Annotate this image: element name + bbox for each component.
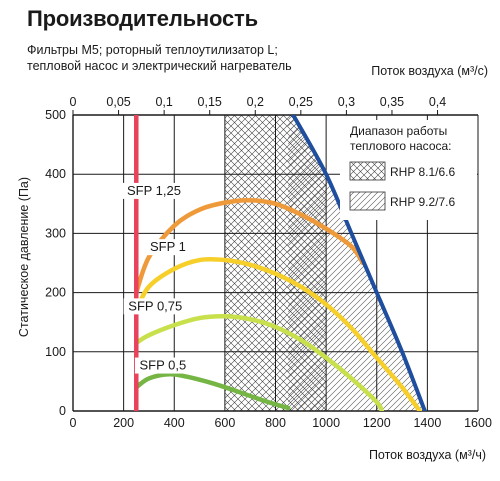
y-tick-label: 200 (45, 286, 66, 300)
series-label-3: SFP 0,75 (128, 298, 182, 313)
series-line-2 (134, 256, 423, 411)
series-label-bg (134, 357, 191, 374)
series-label-bg (147, 239, 189, 256)
bottom-axis-label: Поток воздуха (м³/ч) (368, 448, 486, 462)
legend-title-line-1: Диапазон работы (350, 124, 447, 138)
legend-swatch-diagonal (349, 191, 386, 211)
max-performance-line (291, 115, 427, 411)
y-tick-label: 100 (45, 345, 66, 359)
top-tick-label: 0,35 (380, 95, 404, 109)
chart-title: Производительность (27, 6, 258, 31)
x-tick-label: 200 (113, 416, 134, 430)
tick-labels: 0 0,05 0,1 0,15 0,2 0,25 0,3 0,35 0,4 0 200 400 600 8… (45, 95, 492, 430)
top-tick-label: 0,15 (198, 95, 222, 109)
subtitle-line-2: тепловой насос и электрический нагревате… (27, 59, 292, 73)
series-label-bg (122, 182, 186, 199)
top-tick-label: 0 (70, 95, 77, 109)
legend-title-line-2: теплового насоса: (350, 139, 452, 153)
top-tick-label: 0,1 (155, 95, 172, 109)
chart-subtitle: Фильтры M5; роторный теплоутилизатор L; … (27, 42, 292, 74)
top-tick-label: 0,25 (289, 95, 313, 109)
legend-item-2-label: RHP 9.2/7.6 (390, 195, 455, 209)
top-tick-label: 0,4 (429, 95, 446, 109)
y-tick-label: 300 (45, 226, 66, 240)
subtitle-line-1: Фильтры M5; роторный теплоутилизатор L; (27, 43, 278, 57)
top-tick-label: 0,3 (338, 95, 355, 109)
x-tick-label: 600 (214, 416, 235, 430)
series-label-2: SFP 1 (150, 239, 186, 254)
series-line-3 (134, 313, 385, 411)
top-tick-label: 0,2 (247, 95, 264, 109)
series-label-4: SFP 0,5 (139, 358, 186, 373)
x-tick-label: 1000 (312, 416, 340, 430)
legend: Диапазон работы теплового насоса: RHP 8.… (340, 120, 477, 220)
x-tick-label: 0 (70, 416, 77, 430)
x-tick-label: 400 (164, 416, 185, 430)
series-label-1: SFP 1,25 (127, 183, 181, 198)
y-tick-label: 400 (45, 167, 66, 181)
legend-swatch-cross (349, 161, 386, 181)
top-tick-label: 0,05 (106, 95, 130, 109)
legend-item-1-label: RHP 8.1/6.6 (390, 165, 455, 179)
series-labels: SFP 1,25 SFP 1 SFP 0,75 SFP 0,5 (122, 182, 191, 374)
y-tick-label: 0 (59, 404, 66, 418)
x-tick-label: 1600 (464, 416, 492, 430)
top-axis-label: Поток воздуха (м³/с) (371, 64, 488, 78)
series-label-bg (123, 298, 187, 315)
x-tick-label: 1400 (413, 416, 441, 430)
y-tick-label: 500 (45, 108, 66, 122)
series-line-1 (134, 197, 366, 295)
series-line-4 (134, 372, 291, 411)
x-tick-label: 1200 (363, 416, 391, 430)
x-tick-label: 800 (265, 416, 286, 430)
